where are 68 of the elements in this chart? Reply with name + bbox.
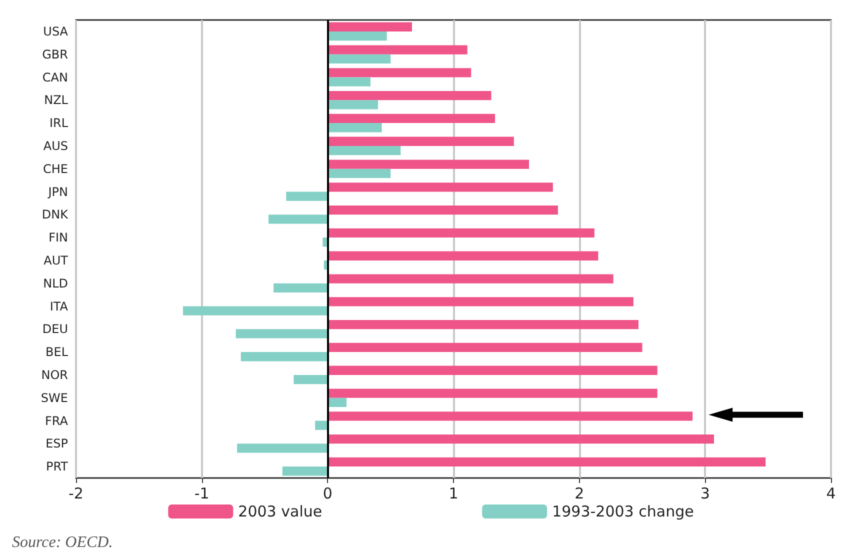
legend-label: 2003 value: [238, 502, 322, 520]
y-tick-label: SWE: [40, 390, 68, 405]
bar: [328, 388, 658, 398]
x-tick-label: 0: [322, 484, 332, 502]
bar: [328, 31, 387, 41]
y-tick-label: NZL: [44, 93, 68, 108]
y-tick-label: DEU: [42, 322, 68, 336]
bar: [286, 192, 328, 201]
x-tick-label: 3: [700, 484, 710, 502]
y-tick-label: AUT: [44, 253, 69, 268]
bar: [328, 412, 693, 421]
y-tick-label: GBR: [42, 47, 68, 62]
y-tick-label: NOR: [41, 368, 68, 382]
bar: [328, 100, 378, 110]
bar: [240, 352, 328, 362]
bar: [328, 366, 658, 375]
bar: [274, 283, 328, 293]
bar: [237, 444, 328, 453]
bar: [328, 114, 496, 124]
bar: [328, 22, 412, 32]
bar: [328, 297, 634, 306]
bar: [328, 251, 598, 260]
source-note: Source: OECD.: [12, 534, 113, 552]
y-tick-label: CAN: [42, 70, 68, 84]
bar: [328, 160, 529, 169]
x-tick-label: -2: [68, 484, 84, 502]
bar: [328, 68, 472, 78]
bar: [328, 136, 514, 146]
x-tick-label: -1: [194, 484, 210, 502]
x-tick-label: 2: [574, 484, 584, 502]
bar: [328, 123, 382, 132]
bar: [328, 205, 558, 215]
y-tick-label: ESP: [46, 436, 68, 451]
bar: [328, 45, 468, 54]
y-tick-label: DNK: [42, 208, 70, 222]
y-tick-label: USA: [43, 24, 69, 38]
bar: [268, 214, 328, 224]
bar: [282, 466, 328, 476]
y-tick-label: PRT: [46, 460, 69, 474]
bar: [328, 168, 391, 178]
bar: [328, 342, 642, 352]
bar: [182, 306, 328, 316]
x-tick-label: 4: [826, 484, 836, 502]
bar: [328, 274, 614, 284]
bar: [328, 90, 492, 100]
y-tick-label: CHE: [43, 162, 68, 176]
legend-label: 1993-2003 change: [552, 502, 694, 520]
y-tick-label: AUS: [43, 138, 68, 153]
bar: [328, 228, 594, 238]
y-tick-label: FRA: [45, 414, 69, 428]
bar: [328, 320, 638, 330]
y-tick-label: FIN: [48, 230, 68, 245]
y-tick-label: NLD: [43, 276, 68, 290]
bar: [236, 329, 328, 338]
bar: [328, 54, 391, 64]
bar: [328, 398, 347, 408]
y-tick-label: JPN: [47, 184, 68, 199]
bar: [328, 77, 370, 86]
y-tick-label: IRL: [49, 116, 68, 130]
bar: [328, 146, 401, 156]
x-tick-label: 1: [448, 484, 458, 502]
bar: [328, 457, 766, 467]
bar: [328, 182, 553, 192]
bar: [315, 420, 328, 430]
y-tick-label: BEL: [46, 345, 68, 360]
y-tick-label: ITA: [50, 299, 69, 314]
bar: [328, 434, 714, 444]
bar: [294, 374, 328, 384]
